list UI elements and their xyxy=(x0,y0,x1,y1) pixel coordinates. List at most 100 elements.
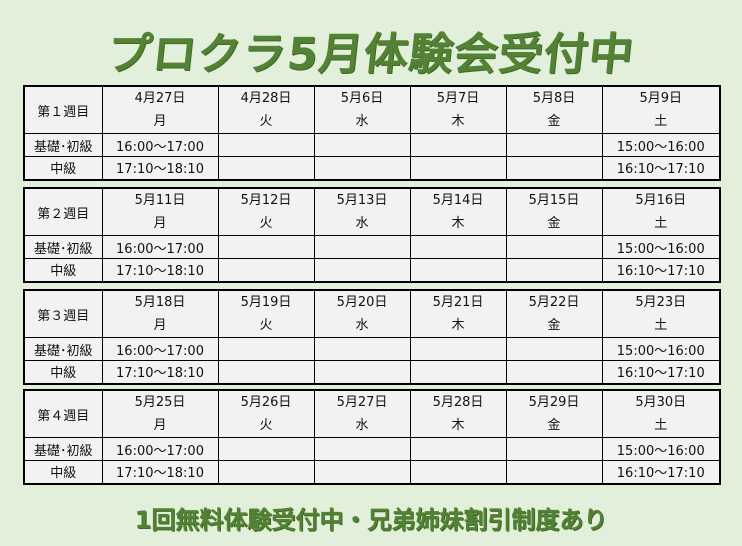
time-cell xyxy=(505,258,603,282)
date-cell: 5月15日 xyxy=(505,187,603,212)
table-row-basic: 基礎･初級 16:00～17:00 15:00～16:00 xyxy=(23,437,721,461)
time-cell xyxy=(409,360,507,384)
time-cell xyxy=(505,337,603,361)
time-cell xyxy=(409,156,507,180)
date-cell: 5月6日 xyxy=(313,85,411,110)
time-cell xyxy=(505,360,603,384)
time-cell xyxy=(313,337,411,361)
time-cell xyxy=(217,437,315,461)
weekday-cell: 火 xyxy=(217,414,315,438)
time-cell: 16:10～17:10 xyxy=(601,258,721,282)
time-cell xyxy=(505,133,603,157)
date-cell: 5月25日 xyxy=(101,389,219,414)
date-cell: 5月7日 xyxy=(409,85,507,110)
date-cell: 5月29日 xyxy=(505,389,603,414)
time-cell: 17:10～18:10 xyxy=(101,460,219,484)
time-cell: 16:10～17:10 xyxy=(601,156,721,180)
time-cell xyxy=(313,360,411,384)
week-label: 第１週目 xyxy=(23,85,103,134)
time-cell xyxy=(313,460,411,484)
level-label: 中級 xyxy=(23,258,103,282)
date-cell: 5月13日 xyxy=(313,187,411,212)
time-cell xyxy=(505,156,603,180)
time-cell: 17:10～18:10 xyxy=(101,156,219,180)
time-cell: 16:00～17:00 xyxy=(101,337,219,361)
time-cell xyxy=(409,437,507,461)
time-cell: 16:10～17:10 xyxy=(601,360,721,384)
weekday-cell: 月 xyxy=(101,414,219,438)
weekday-cell: 水 xyxy=(313,110,411,134)
date-cell: 4月28日 xyxy=(217,85,315,110)
weekday-cell: 金 xyxy=(505,414,603,438)
time-cell: 15:00～16:00 xyxy=(601,235,721,259)
week-schedule-table: 第１週目 4月27日 4月28日 5月6日 5月7日 5月8日 5月9日月火水木金土基礎･初… xyxy=(23,85,721,181)
time-cell xyxy=(217,156,315,180)
level-label: 基礎･初級 xyxy=(23,337,103,361)
time-cell: 15:00～16:00 xyxy=(601,337,721,361)
weekday-cell: 木 xyxy=(409,212,507,236)
date-cell: 5月12日 xyxy=(217,187,315,212)
page-title: プロクラ5月体験会受付中 xyxy=(104,29,637,80)
time-cell xyxy=(217,460,315,484)
date-cell: 5月28日 xyxy=(409,389,507,414)
level-label: 基礎･初級 xyxy=(23,235,103,259)
time-cell xyxy=(409,133,507,157)
week-label: 第２週目 xyxy=(23,187,103,236)
time-cell xyxy=(313,133,411,157)
time-cell xyxy=(313,437,411,461)
table-row-basic: 基礎･初級 16:00～17:00 15:00～16:00 xyxy=(23,337,721,361)
time-cell xyxy=(217,337,315,361)
weekday-cell: 火 xyxy=(217,314,315,338)
time-cell xyxy=(409,337,507,361)
date-cell: 5月18日 xyxy=(101,289,219,314)
date-cell: 5月27日 xyxy=(313,389,411,414)
time-cell: 17:10～18:10 xyxy=(101,258,219,282)
weekday-cell: 水 xyxy=(313,314,411,338)
time-cell xyxy=(505,460,603,484)
time-cell xyxy=(217,360,315,384)
weekday-cell: 木 xyxy=(409,314,507,338)
table-row-basic: 基礎･初級 16:00～17:00 15:00～16:00 xyxy=(23,235,721,259)
weekday-cell: 金 xyxy=(505,110,603,134)
time-cell xyxy=(217,235,315,259)
weekday-cell: 水 xyxy=(313,212,411,236)
time-cell xyxy=(313,156,411,180)
date-cell: 5月21日 xyxy=(409,289,507,314)
date-cell: 4月27日 xyxy=(101,85,219,110)
weekday-cell: 木 xyxy=(409,414,507,438)
weekday-cell: 水 xyxy=(313,414,411,438)
weekday-cell: 月 xyxy=(101,212,219,236)
level-label: 中級 xyxy=(23,156,103,180)
table-row-intermediate: 中級 17:10～18:10 16:10～17:10 xyxy=(23,156,721,180)
time-cell xyxy=(217,258,315,282)
date-cell: 5月14日 xyxy=(409,187,507,212)
date-cell: 5月26日 xyxy=(217,389,315,414)
week-schedule-table: 第３週目 5月18日 5月19日 5月20日 5月21日 5月22日 5月23日月火水木金土… xyxy=(23,289,721,385)
level-label: 中級 xyxy=(23,360,103,384)
week-schedule-table: 第４週目 5月25日 5月26日 5月27日 5月28日 5月29日 5月30日月火水木金土… xyxy=(23,389,721,485)
date-cell: 5月23日 xyxy=(601,289,721,314)
weekday-cell: 金 xyxy=(505,212,603,236)
time-cell xyxy=(217,133,315,157)
time-cell: 16:00～17:00 xyxy=(101,235,219,259)
time-cell xyxy=(409,235,507,259)
date-cell: 5月30日 xyxy=(601,389,721,414)
date-cell: 5月19日 xyxy=(217,289,315,314)
week-label: 第４週目 xyxy=(23,389,103,438)
weekday-cell: 木 xyxy=(409,110,507,134)
level-label: 基礎･初級 xyxy=(23,133,103,157)
date-cell: 5月9日 xyxy=(601,85,721,110)
time-cell: 16:00～17:00 xyxy=(101,133,219,157)
weekday-cell: 月 xyxy=(101,314,219,338)
time-cell: 15:00～16:00 xyxy=(601,437,721,461)
table-row-intermediate: 中級 17:10～18:10 16:10～17:10 xyxy=(23,258,721,282)
table-row-intermediate: 中級 17:10～18:10 16:10～17:10 xyxy=(23,460,721,484)
footer-note: 1回無料体験受付中・兄弟姉妹割引制度あり xyxy=(134,506,608,534)
weekday-cell: 金 xyxy=(505,314,603,338)
date-cell: 5月16日 xyxy=(601,187,721,212)
week-schedule-table: 第２週目 5月11日 5月12日 5月13日 5月14日 5月15日 5月16日月火水木金土… xyxy=(23,187,721,283)
level-label: 基礎･初級 xyxy=(23,437,103,461)
time-cell: 15:00～16:00 xyxy=(601,133,721,157)
time-cell: 16:00～17:00 xyxy=(101,437,219,461)
time-cell xyxy=(313,235,411,259)
